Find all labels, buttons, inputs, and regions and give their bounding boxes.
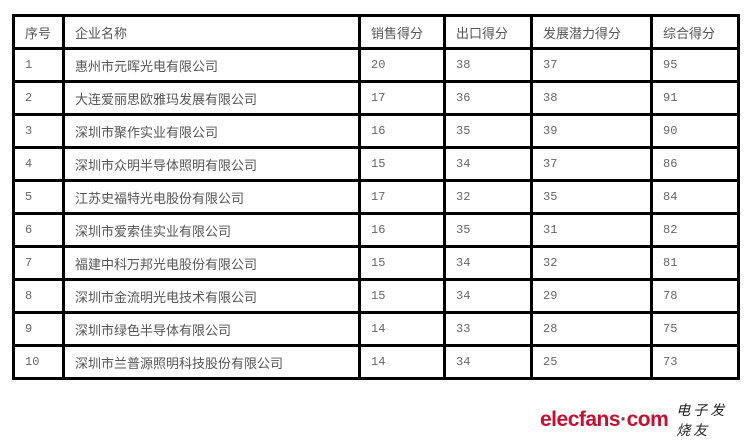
cell-potential: 35 [530,179,653,215]
cell-potential: 38 [530,80,653,116]
cell-export: 34 [443,146,533,182]
table-row: 10 深圳市兰普源照明科技股份有限公司 14 34 25 73 [12,344,740,380]
cell-total: 91 [650,80,740,116]
table-row: 3 深圳市聚作实业有限公司 16 35 39 90 [12,113,740,149]
cell-company: 深圳市爱索佳实业有限公司 [62,212,361,248]
score-table: 序号 企业名称 销售得分 出口得分 发展潜力得分 综合得分 1 惠州市元晖光电有限… [12,14,740,380]
cell-rank: 2 [12,80,65,116]
table-row: 1 惠州市元晖光电有限公司 20 38 37 95 [12,47,740,83]
header-potential: 发展潜力得分 [530,14,653,50]
table-row: 7 福建中科万邦光电股份有限公司 15 34 32 81 [12,245,740,281]
cell-rank: 5 [12,179,65,215]
table-row: 8 深圳市金流明光电技术有限公司 15 34 29 78 [12,278,740,314]
cell-rank: 9 [12,311,65,347]
cell-total: 82 [650,212,740,248]
cell-sales: 17 [358,179,446,215]
cell-sales: 20 [358,47,446,83]
cell-company: 深圳市众明半导体照明有限公司 [62,146,361,182]
cell-total: 84 [650,179,740,215]
cell-sales: 17 [358,80,446,116]
cell-potential: 31 [530,212,653,248]
cell-sales: 15 [358,146,446,182]
cell-export: 34 [443,278,533,314]
cell-sales: 14 [358,311,446,347]
cell-export: 33 [443,311,533,347]
cell-export: 32 [443,179,533,215]
cell-export: 34 [443,344,533,380]
cell-total: 78 [650,278,740,314]
table-row: 2 大连爱丽思欧雅玛发展有限公司 17 36 38 91 [12,80,740,116]
cell-potential: 28 [530,311,653,347]
header-total: 综合得分 [650,14,740,50]
cell-export: 35 [443,113,533,149]
cell-export: 34 [443,245,533,281]
cell-company: 深圳市兰普源照明科技股份有限公司 [62,344,361,380]
cell-rank: 6 [12,212,65,248]
header-export: 出口得分 [443,14,533,50]
cell-rank: 3 [12,113,65,149]
cell-total: 73 [650,344,740,380]
cell-potential: 37 [530,146,653,182]
cell-sales: 16 [358,212,446,248]
cell-export: 36 [443,80,533,116]
header-sales: 销售得分 [358,14,446,50]
cell-total: 86 [650,146,740,182]
cell-sales: 15 [358,245,446,281]
cell-rank: 4 [12,146,65,182]
cell-total: 95 [650,47,740,83]
cell-company: 福建中科万邦光电股份有限公司 [62,245,361,281]
cell-export: 35 [443,212,533,248]
cell-company: 深圳市聚作实业有限公司 [62,113,361,149]
elecfans-watermark: elecfans·com 电子发烧友 [540,403,740,439]
cell-total: 81 [650,245,740,281]
cell-sales: 14 [358,344,446,380]
cell-rank: 10 [12,344,65,380]
table-row: 6 深圳市爱索佳实业有限公司 16 35 31 82 [12,212,740,248]
cell-potential: 29 [530,278,653,314]
cell-potential: 39 [530,113,653,149]
table-row: 5 江苏史福特光电股份有限公司 17 32 35 84 [12,179,740,215]
cell-company: 深圳市金流明光电技术有限公司 [62,278,361,314]
cell-sales: 16 [358,113,446,149]
table-row: 4 深圳市众明半导体照明有限公司 15 34 37 86 [12,146,740,182]
cell-potential: 25 [530,344,653,380]
cell-company: 大连爱丽思欧雅玛发展有限公司 [62,80,361,116]
cell-sales: 15 [358,278,446,314]
cell-company: 江苏史福特光电股份有限公司 [62,179,361,215]
header-rank: 序号 [12,14,65,50]
table-header-row: 序号 企业名称 销售得分 出口得分 发展潜力得分 综合得分 [12,14,740,50]
cell-rank: 8 [12,278,65,314]
cell-potential: 32 [530,245,653,281]
cell-export: 38 [443,47,533,83]
cell-rank: 1 [12,47,65,83]
cell-company: 惠州市元晖光电有限公司 [62,47,361,83]
watermark-chinese: 电子发烧友 [676,403,728,439]
cell-potential: 37 [530,47,653,83]
header-company: 企业名称 [62,14,361,50]
cell-rank: 7 [12,245,65,281]
elecfans-logo: elecfans·com [540,408,669,431]
cell-total: 75 [650,311,740,347]
cell-company: 深圳市绿色半导体有限公司 [62,311,361,347]
cell-total: 90 [650,113,740,149]
table-row: 9 深圳市绿色半导体有限公司 14 33 28 75 [12,311,740,347]
